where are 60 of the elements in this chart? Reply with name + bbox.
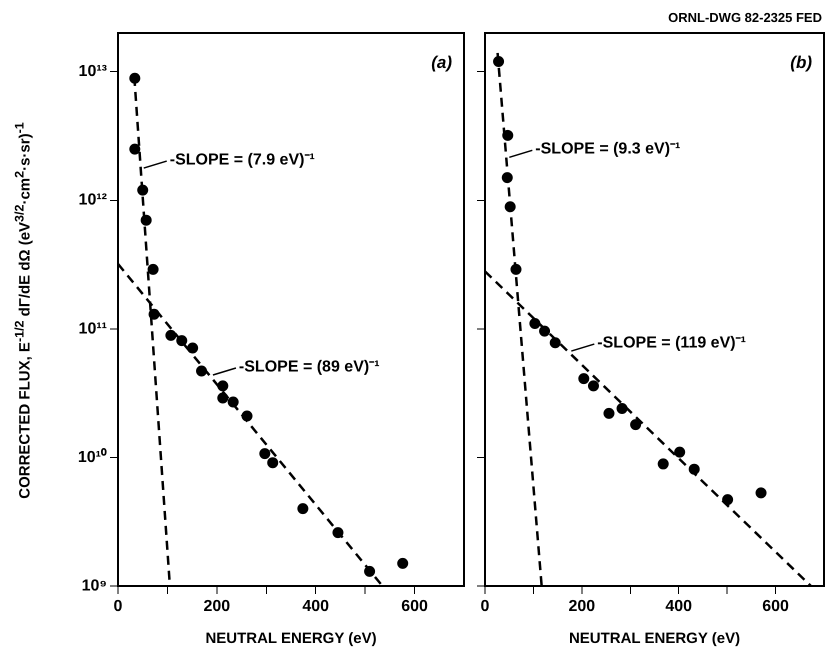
x-axis-title: NEUTRAL ENERGY (eV) xyxy=(568,630,740,648)
point xyxy=(137,184,148,196)
point xyxy=(756,487,767,498)
point xyxy=(140,214,152,226)
point xyxy=(550,337,561,348)
point xyxy=(297,503,308,514)
point xyxy=(196,366,208,377)
annotation: -SLOPE = (7.9 eV)⁻¹ xyxy=(170,151,315,168)
point xyxy=(529,318,540,330)
x-tick-label: 400 xyxy=(665,598,692,616)
point xyxy=(242,410,253,422)
point xyxy=(267,457,278,468)
point xyxy=(187,342,198,354)
point xyxy=(578,373,590,384)
point xyxy=(493,56,504,68)
y-tick-label: 10¹¹ xyxy=(78,320,107,338)
point xyxy=(722,494,734,506)
point xyxy=(674,446,686,458)
point xyxy=(148,308,160,320)
text: (a) xyxy=(431,53,452,72)
point xyxy=(630,419,642,430)
point xyxy=(129,72,140,84)
annotation: -SLOPE = (9.3 eV)⁻¹ xyxy=(535,140,680,158)
point xyxy=(397,558,408,569)
x-tick-label: 600 xyxy=(762,598,790,616)
annotation: -SLOPE = (119 eV)⁻¹ xyxy=(597,334,746,352)
point xyxy=(510,264,522,275)
x-tick-label: 200 xyxy=(568,598,596,616)
x-tick-label: 0 xyxy=(114,598,123,616)
text: ORNL-DWG 82-2325 FED xyxy=(668,10,822,26)
x-tick-label: 600 xyxy=(401,598,428,616)
point xyxy=(176,335,188,346)
text: (b) xyxy=(790,53,812,72)
point xyxy=(332,527,344,538)
point xyxy=(658,458,669,470)
point xyxy=(539,326,550,337)
x-tick-label: 200 xyxy=(204,598,230,616)
y-tick-label: 10⁹ xyxy=(82,577,107,594)
point xyxy=(228,396,239,408)
point xyxy=(603,408,614,419)
point xyxy=(364,566,376,577)
annotation: -SLOPE = (89 eV)⁻¹ xyxy=(238,358,380,376)
point xyxy=(165,330,176,341)
point xyxy=(259,448,270,460)
x-axis-title: NEUTRAL ENERGY (eV) xyxy=(205,630,377,648)
point xyxy=(148,264,159,275)
x-tick-label: 0 xyxy=(480,598,490,616)
y-tick-label: 10¹⁰ xyxy=(78,448,107,466)
point xyxy=(502,172,513,184)
x-tick-label: 400 xyxy=(302,598,330,616)
point xyxy=(502,130,514,141)
y-tick-label: 10¹² xyxy=(78,192,107,209)
point xyxy=(129,144,140,155)
point xyxy=(504,201,516,212)
point xyxy=(217,392,228,404)
point xyxy=(217,380,228,392)
point xyxy=(588,380,599,392)
point xyxy=(688,464,700,475)
y-tick-label: 10¹³ xyxy=(78,63,107,80)
point xyxy=(616,403,628,414)
